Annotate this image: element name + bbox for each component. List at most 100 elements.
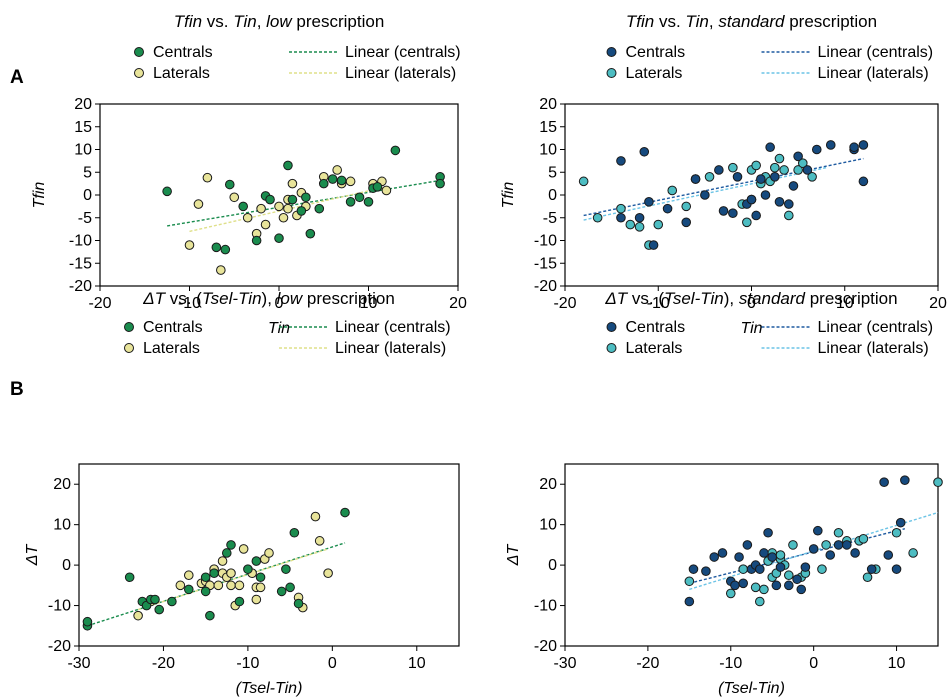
point-lateral [213,580,224,591]
x-tick-label: 10 [408,655,426,672]
legend-label-linear-laterals: Linear (laterals) [818,65,929,82]
y-tick-label: -10 [534,598,557,615]
point-central [372,182,383,192]
point-central [732,172,743,182]
point-lateral [833,527,844,538]
point-lateral [314,536,325,546]
point-lateral [202,172,213,183]
y-tick-label: 10 [539,517,557,534]
point-central [717,548,728,558]
point-lateral [193,199,204,209]
point-central [340,507,350,518]
point-central [243,564,253,574]
y-tick-label: -5 [543,210,557,227]
trendline-centrals [583,157,864,217]
y-axis-label: ΔT [505,544,522,567]
point-central [684,596,695,607]
point-lateral [310,511,321,522]
point-lateral [797,158,808,168]
x-tick-label: -20 [553,295,576,312]
point-central [842,540,852,550]
point-lateral [725,588,736,599]
legend-label-linear-centrals: Linear (centrals) [345,44,461,61]
y-tick-label: 5 [548,164,557,181]
point-lateral [770,162,780,173]
point-lateral [287,178,298,189]
point-lateral [933,477,943,488]
point-central [238,201,248,212]
point-lateral [738,564,749,574]
point-lateral [754,596,765,607]
point-central [305,228,316,239]
point-central [616,156,626,166]
point-lateral [788,540,798,550]
x-tick-label: 20 [449,295,467,312]
y-tick-label: -10 [534,233,557,250]
point-lateral [278,212,289,223]
chart-title-part: , [257,12,266,31]
point-central [354,192,365,203]
point-central [771,580,782,591]
point-central [754,564,765,574]
point-central [255,572,266,583]
chart-title-part: prescription [292,12,385,31]
legend-marker-centrals [606,47,617,57]
point-central [287,194,298,205]
point-lateral [862,572,873,583]
point-central [792,574,802,585]
point-central [82,616,93,627]
chart-title-part: , [709,12,718,31]
y-tick-label: 10 [74,142,92,159]
point-central [616,212,626,223]
point-central [883,550,894,560]
point-central [765,142,775,153]
y-tick-label: 10 [539,142,557,159]
point-central [858,176,869,187]
point-lateral [858,534,869,544]
point-central [784,580,794,591]
panel-label-a: A [10,67,24,88]
point-central [796,584,807,595]
chart-a-low: Tfin vs. Tin, low prescription Centrals Li… [31,12,467,337]
point-central [760,190,771,200]
chart-title-part: vs. [202,12,233,31]
point-central [813,525,823,536]
chart-title-part: ), [724,289,739,308]
point-central [734,552,744,562]
chart-title-part: prescription [302,289,395,308]
point-lateral [226,580,236,591]
point-central [714,165,724,175]
x-tick-label: 0 [809,655,818,672]
point-central [435,178,445,189]
point-lateral [728,162,738,173]
legend-label-linear-centrals: Linear (centrals) [818,44,934,61]
point-central [728,208,738,218]
x-tick-label: -20 [152,655,175,672]
y-tick-label: 20 [74,96,92,113]
point-central [205,610,215,621]
point-lateral [133,610,143,621]
chart-title-part: standard [718,12,785,31]
x-tick-label: 0 [747,295,756,312]
point-central [276,586,287,597]
y-tick-label: -15 [69,255,92,272]
x-tick-label: -30 [67,655,90,672]
point-central [825,140,836,150]
point-lateral [592,212,603,223]
legend-marker-laterals [124,343,134,353]
legend-label-centrals: Centrals [143,319,203,336]
x-axis-label: (Tsel-Tin) [718,680,785,697]
x-tick-label: -10 [719,655,742,672]
point-central [234,596,245,607]
point-central [756,174,766,184]
legend-label-linear-laterals: Linear (laterals) [335,340,446,357]
legend-marker-centrals [606,322,617,332]
point-lateral [759,584,769,595]
point-central [314,203,325,214]
point-central [648,240,659,250]
point-central [701,566,711,576]
x-tick-label: -10 [647,295,670,312]
chart-title: Tfin vs. Tin, standard prescription [626,12,877,31]
point-lateral [184,240,195,250]
point-central [866,564,877,574]
